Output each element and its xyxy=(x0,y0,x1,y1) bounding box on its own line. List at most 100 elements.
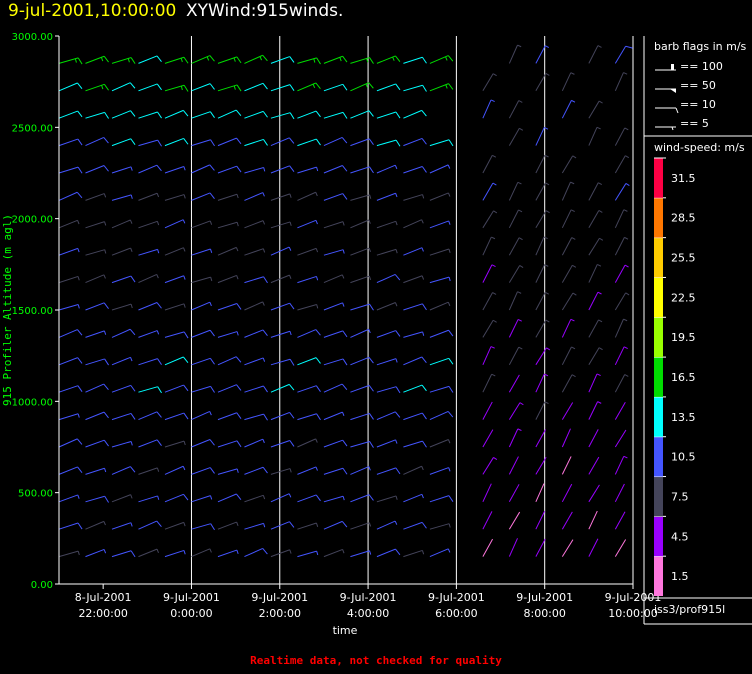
wind-barb xyxy=(508,318,522,338)
speed-bin-swatch xyxy=(654,158,663,198)
wind-barb xyxy=(614,346,628,366)
speed-bin-swatch xyxy=(654,277,663,318)
wind-barb xyxy=(376,467,401,475)
wind-barb xyxy=(58,304,80,311)
wind-barb xyxy=(297,413,321,421)
wind-barb xyxy=(535,319,550,338)
wind-barb xyxy=(164,465,186,475)
wind-barb xyxy=(164,521,186,530)
wind-barb xyxy=(164,384,189,393)
wind-barb xyxy=(588,538,599,557)
x-ticks: 8-Jul-2001 22:00:00 9-Jul-2001 0:00:00 9-Jul… xyxy=(75,584,661,620)
speed-bin-swatch xyxy=(654,396,663,437)
wind-barb xyxy=(164,303,186,311)
wind-barb xyxy=(482,429,494,448)
wind-barb xyxy=(376,411,401,421)
wind-barb xyxy=(297,494,321,503)
barb-flag-label: == 100 xyxy=(680,60,723,73)
wind-barb xyxy=(217,493,242,503)
wind-barb xyxy=(429,548,451,558)
speed-bin-swatch xyxy=(654,556,663,596)
x-tick-date: 9-Jul-2001 xyxy=(163,591,220,604)
wind-barb xyxy=(244,167,266,174)
wind-barb xyxy=(350,110,374,119)
wind-barb xyxy=(164,109,189,119)
y-tick-label: 0.00 xyxy=(31,580,53,591)
wind-barb xyxy=(217,384,242,393)
wind-barb xyxy=(403,166,427,174)
wind-barb xyxy=(429,467,451,475)
wind-barb xyxy=(138,330,160,338)
wind-barb xyxy=(535,73,550,92)
wind-barb xyxy=(58,219,80,229)
barb-flags-title: barb flags in m/s xyxy=(654,40,747,53)
wind-barb xyxy=(323,165,348,174)
wind-barb xyxy=(350,57,374,64)
wind-barb xyxy=(111,328,136,338)
wind-barb xyxy=(85,411,109,421)
wind-barb xyxy=(85,439,109,448)
wind-barb xyxy=(482,264,496,283)
wind-barb xyxy=(138,111,162,119)
wind-barb xyxy=(164,331,189,339)
wind-barb xyxy=(58,82,83,92)
speed-bin-swatch xyxy=(654,476,663,517)
wind-barb xyxy=(85,193,107,201)
wind-barb xyxy=(270,330,292,338)
wind-barb xyxy=(614,127,629,146)
wind-barb xyxy=(297,385,321,393)
wind-barb xyxy=(561,99,576,119)
wind-barb xyxy=(588,456,600,475)
wind-barb xyxy=(350,275,372,284)
wind-barb xyxy=(614,183,630,201)
wind-barb xyxy=(482,511,493,530)
x-tick-date: 9-Jul-2001 xyxy=(340,591,397,604)
wind-barb xyxy=(588,319,603,338)
wind-speed-title: wind-speed: m/s xyxy=(654,141,745,154)
wind-barb xyxy=(191,495,213,503)
wind-barb xyxy=(58,357,83,366)
speed-bin-label: 28.5 xyxy=(671,212,696,225)
wind-barb xyxy=(403,465,424,475)
wind-barb xyxy=(191,55,215,64)
y-tick-label: 2500.00 xyxy=(12,123,53,134)
wind-barb xyxy=(85,111,109,119)
wind-barb xyxy=(350,138,374,147)
wind-barb xyxy=(614,318,628,338)
wind-barb xyxy=(535,210,550,229)
wind-barb xyxy=(138,55,162,64)
wind-barb xyxy=(58,275,80,284)
wind-barb xyxy=(217,356,242,366)
wind-barb xyxy=(403,331,425,338)
wind-barb xyxy=(482,373,496,393)
wind-barb xyxy=(376,248,398,256)
wind-barb xyxy=(350,494,374,503)
wind-barb xyxy=(376,164,398,174)
wind-barb xyxy=(350,328,371,338)
wind-barb xyxy=(376,302,398,311)
wind-barb xyxy=(323,330,348,338)
wind-barb xyxy=(350,522,372,530)
wind-barb xyxy=(111,247,133,256)
wind-barb xyxy=(138,439,162,448)
wind-barb xyxy=(429,411,454,421)
wind-barb xyxy=(429,301,451,311)
wind-barb xyxy=(191,276,213,284)
speed-bin-label: 13.5 xyxy=(671,411,696,424)
wind-barb xyxy=(138,386,162,394)
barb-flag-item: == 10 xyxy=(655,98,716,114)
wind-barb xyxy=(614,511,626,530)
speed-bin-label: 22.5 xyxy=(671,291,696,304)
wind-barb xyxy=(85,358,109,366)
wind-barb xyxy=(217,221,239,229)
wind-barb xyxy=(376,520,398,530)
wind-barb xyxy=(376,274,401,284)
wind-barb xyxy=(244,413,268,421)
wind-barb xyxy=(508,44,522,64)
wind-barb xyxy=(58,413,80,421)
speed-bin-label: 10.5 xyxy=(671,451,696,464)
wind-barb xyxy=(429,192,451,201)
wind-barb xyxy=(614,483,625,503)
wind-barb xyxy=(138,302,162,311)
